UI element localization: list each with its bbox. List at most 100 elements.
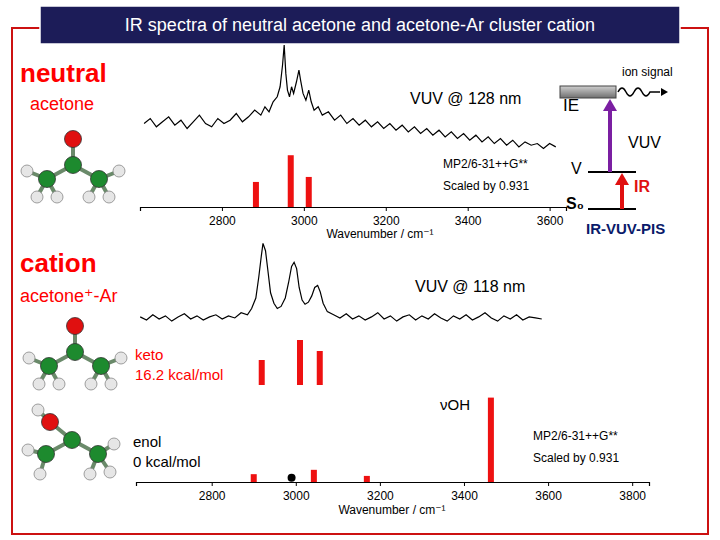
x-tick: 3000 (283, 482, 310, 503)
plot-area (140, 243, 542, 321)
chart-subtitle: acetone⁺-Ar (20, 286, 118, 306)
tick-mark (304, 207, 305, 211)
atom (67, 344, 84, 361)
atom (21, 165, 33, 177)
tick-label: 3400 (451, 489, 478, 503)
x-tick: 3600 (535, 482, 562, 503)
slide-title: IR spectra of neutral acetone and aceton… (125, 15, 595, 35)
vuv-arrow (608, 108, 612, 172)
atom (65, 157, 82, 174)
spectrum-line (140, 243, 542, 321)
atom (31, 191, 43, 203)
plot-area (259, 340, 323, 385)
axis-line (137, 483, 650, 487)
molecule (23, 318, 127, 391)
chart-title: enol (133, 433, 161, 450)
stick-bar (488, 398, 494, 482)
spectrum-line (144, 45, 556, 149)
stick-bar (364, 476, 370, 482)
chart: 2800 3000 3200 3400 3600 neutral acetone VUV @ … (20, 45, 567, 241)
chart-title: neutral (20, 58, 107, 88)
annotation: Scaled by 0.931 (443, 179, 529, 193)
x-tick: 2800 (209, 207, 236, 228)
axis-line (141, 208, 567, 212)
tick-label: 3200 (367, 489, 394, 503)
chart-subtitle: 0 kcal/mol (133, 453, 201, 470)
chart-subtitle: 16.2 kcal/mol (135, 366, 223, 383)
atom (34, 468, 46, 480)
tick-label: 3600 (537, 214, 564, 228)
x-tick: 3400 (455, 207, 482, 228)
atom (39, 171, 56, 188)
atom (67, 318, 84, 335)
annotation: νOH (440, 396, 470, 413)
tick-mark (464, 482, 465, 486)
annotation: VUV @ 118 nm (415, 278, 525, 295)
diagram-label: IR-VUV-PIS (586, 220, 665, 237)
molecule (21, 131, 125, 204)
tick-label: 2800 (209, 214, 236, 228)
diagram-label: ion signal (622, 65, 673, 79)
atom (42, 414, 59, 431)
title-bar (40, 6, 680, 44)
chart-title: keto (135, 346, 163, 363)
atom (91, 171, 108, 188)
atom (115, 352, 127, 364)
atom (41, 358, 58, 375)
chart-subtitle: acetone (30, 94, 94, 114)
tick-label: 3200 (373, 214, 400, 228)
stick-bar (311, 470, 317, 482)
slide: IR spectra of neutral acetone and aceton… (0, 0, 720, 540)
x-tick: 3600 (537, 207, 564, 228)
atom (84, 468, 96, 480)
ir-arrowhead (615, 173, 629, 185)
annotation: Scaled by 0.931 (533, 451, 619, 465)
tick-label: 3000 (283, 489, 310, 503)
tick-mark (548, 482, 549, 486)
x-tick: 3000 (291, 207, 318, 228)
atom (83, 191, 95, 203)
atom (38, 446, 55, 463)
signal-wave (618, 88, 660, 96)
stick-bar (253, 182, 259, 207)
stick-bar (317, 351, 323, 385)
atom (32, 404, 44, 416)
slide-frame (12, 28, 708, 534)
tick-mark (468, 207, 469, 211)
atom (22, 444, 34, 456)
atom (105, 378, 117, 390)
annotation: MP2/6-31++G** (533, 429, 618, 443)
atom (85, 378, 97, 390)
tick-label: 3000 (291, 214, 318, 228)
atom (108, 438, 120, 450)
atom (103, 191, 115, 203)
x-tick: 3400 (451, 482, 478, 503)
tick-label: 2800 (199, 489, 226, 503)
atom (65, 131, 82, 148)
tick-mark (386, 207, 387, 211)
tick-mark (222, 207, 223, 211)
x-tick: 2800 (199, 482, 226, 503)
atom (53, 378, 65, 390)
x-tick: 3200 (373, 207, 400, 228)
tick-mark (380, 482, 381, 486)
energy-diagram: ion signalIEVUVVIRS₀IR-VUV-PIS (560, 65, 673, 237)
vuv-arrowhead (603, 99, 617, 111)
ir-arrow (620, 182, 624, 209)
tick-mark (550, 207, 551, 211)
stick-bar (251, 474, 257, 482)
signal-arrowhead (661, 88, 668, 96)
atom (23, 352, 35, 364)
chart: cationacetone⁺-ArVUV @ 118 nm (20, 243, 542, 321)
chart: keto 16.2 kcal/mol (135, 340, 323, 385)
stick-bar (259, 360, 265, 385)
molecule (22, 404, 120, 480)
axis-title: Wavenumber / cm⁻¹ (338, 503, 445, 517)
annotation: VUV @ 128 nm (410, 90, 521, 107)
diagram-label: S₀ (566, 195, 584, 212)
plot-area (144, 45, 556, 207)
slide-canvas: IR spectra of neutral acetone and aceton… (0, 0, 720, 540)
atom (33, 378, 45, 390)
atom (51, 191, 63, 203)
tick-label: 3800 (619, 489, 646, 503)
